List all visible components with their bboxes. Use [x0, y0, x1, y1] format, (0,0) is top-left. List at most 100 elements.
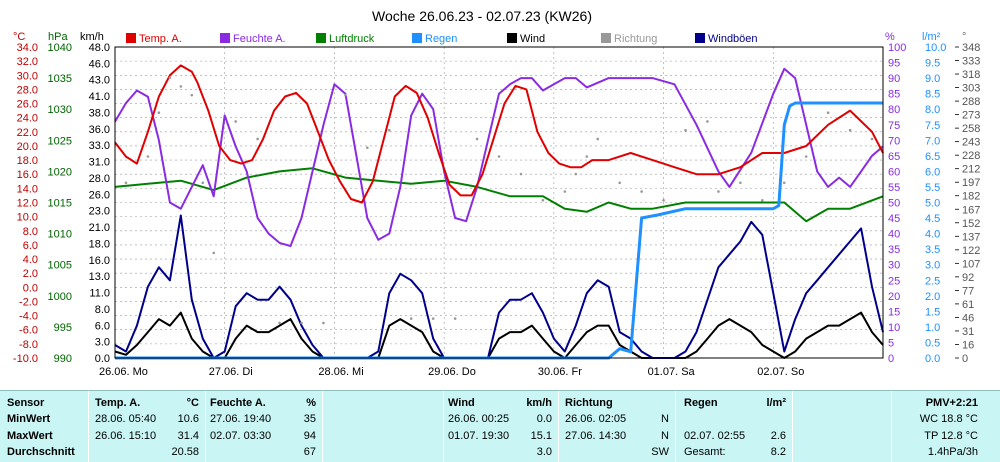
x-axis-label: 01.07. Sa — [648, 366, 696, 378]
rain-unit-label: l/m² — [922, 31, 941, 43]
pressure-tick-label: 1030 — [48, 104, 72, 116]
legend-swatch — [126, 33, 136, 43]
direction-tick-label: 333 — [962, 56, 980, 68]
legend-label: Luftdruck — [329, 33, 375, 45]
wind-tick-label: 8.0 — [95, 304, 110, 316]
direction-point — [585, 155, 589, 158]
rain-total-value: 8.2 — [770, 446, 786, 458]
humidity-unit-label: % — [885, 31, 895, 43]
humidity-tick-label: 5 — [888, 337, 894, 349]
pressure-tick-label: 1000 — [48, 291, 72, 303]
rain-tick-label: 6.0 — [925, 166, 940, 178]
direction-point — [662, 199, 665, 202]
humidity-avg-value: 67 — [303, 446, 316, 458]
pressure-tick-label: 1025 — [48, 135, 72, 147]
pressure-tick-label: 995 — [54, 322, 72, 334]
direction-tick-label: 152 — [962, 218, 980, 230]
rain-tick-label: 5.5 — [925, 182, 940, 194]
humidity-tick-label: 80 — [888, 104, 900, 116]
temp-tick-label: 32.0 — [17, 56, 38, 68]
direction-point — [256, 137, 259, 141]
rain-tick-label: 6.5 — [925, 151, 940, 163]
min-row-label: MinWert — [7, 413, 51, 425]
temp-tick-label: 16.0 — [17, 169, 38, 181]
direction-column: Richtung 26.06. 02:05 N 27.06. 14:30 N S… — [559, 391, 676, 462]
humidity-tick-label: 40 — [888, 229, 900, 241]
direction-unit-label: ° — [962, 31, 966, 43]
pressure-unit-label: hPa — [48, 31, 68, 43]
wind-min-value: 0.0 — [536, 413, 552, 425]
pressure-tick-label: 1015 — [48, 198, 72, 210]
humidity-max-date: 02.07. 03:30 — [210, 430, 272, 442]
rain-tick-label: 7.0 — [925, 135, 940, 147]
legend-label: Feuchte A. — [233, 33, 286, 45]
windb-en-line — [114, 214, 884, 359]
humidity-tick-label: 55 — [888, 182, 900, 194]
direction-tick-label: 92 — [962, 272, 974, 284]
rain-tick-label: 4.0 — [925, 229, 940, 241]
empty-column-2 — [793, 391, 892, 462]
rain-tick-label: 3.5 — [925, 244, 940, 256]
legend-swatch — [412, 33, 422, 43]
series-group — [114, 64, 884, 360]
temp-tick-label: 10.0 — [17, 212, 38, 224]
temp-tick-label: -10.0 — [13, 353, 38, 365]
wind-tick-label: 26.0 — [89, 189, 110, 201]
rain-tick-label: 10.0 — [925, 42, 946, 54]
temp-tick-label: -8.0 — [19, 339, 38, 351]
temp-max-value: 31.4 — [177, 430, 199, 442]
temp-tick-label: 34.0 — [17, 42, 38, 54]
direction-point — [574, 172, 578, 176]
temp-tick-label: 30.0 — [17, 70, 38, 82]
sensor-column: Sensor MinWert MaxWert Durchschnitt — [0, 391, 89, 462]
comfort-column: PMV+2:21 WC 18.8 °C TP 12.8 °C 1.4hPa/3h — [892, 391, 1000, 462]
temp-tick-label: -6.0 — [19, 325, 38, 337]
direction-header: Richtung — [565, 397, 613, 409]
wind-chill-value: WC 18.8 °C — [919, 413, 978, 425]
pressure-tick-label: 1010 — [48, 229, 72, 241]
temp-tick-label: 2.0 — [23, 268, 38, 280]
direction-point — [190, 93, 194, 97]
direction-tick-label: 61 — [962, 299, 974, 311]
direction-point — [387, 128, 391, 132]
pressure-tick-label: 1035 — [48, 73, 72, 85]
wind-tick-label: 46.0 — [89, 58, 110, 70]
rain-tick-label: 4.5 — [925, 213, 940, 225]
direction-tick-label: 303 — [962, 83, 980, 95]
rain-max-date: 02.07. 02:55 — [684, 430, 746, 442]
direction-point — [124, 181, 128, 185]
direction-tick-label: 288 — [962, 96, 980, 108]
direction-tick-label: 167 — [962, 204, 980, 216]
direction-point — [684, 128, 687, 132]
direction-tick-label: 273 — [962, 110, 980, 122]
pressure-trend-value: 1.4hPa/3h — [927, 446, 978, 458]
direction-point — [179, 85, 183, 88]
temp-max-date: 26.06. 15:10 — [95, 430, 157, 442]
wind-tick-label: 3.0 — [95, 337, 110, 349]
wind-tick-label: 43.0 — [89, 75, 110, 87]
legend-label: Wind — [520, 33, 545, 45]
dew-point-value: TP 12.8 °C — [924, 430, 978, 442]
temp-tick-label: 28.0 — [17, 84, 38, 96]
direction-point — [366, 146, 369, 150]
temp-header: Temp. A. — [95, 397, 141, 409]
pressure-tick-label: 1040 — [48, 42, 72, 54]
rain-tick-label: 8.0 — [925, 104, 940, 116]
temp-tick-label: 12.0 — [17, 198, 38, 210]
x-axis-labels: 26.06. Mo 27.06. Di 28.06. Mi 29.06. Do 30.0… — [99, 366, 804, 378]
direction-point — [409, 317, 413, 320]
direction-tick-label: 258 — [962, 123, 980, 135]
rain-tick-label: 0.5 — [925, 337, 940, 349]
temp-tick-label: 14.0 — [17, 183, 38, 195]
humidity-tick-label: 90 — [888, 73, 900, 85]
direction-point — [826, 111, 830, 115]
direction-tick-label: 212 — [962, 164, 980, 176]
direction-point — [717, 190, 720, 193]
direction-point — [618, 181, 621, 185]
rain-tick-label: 2.5 — [925, 275, 940, 287]
direction-point — [761, 199, 764, 202]
direction-tick-label: 348 — [962, 42, 980, 54]
legend-swatch — [316, 33, 326, 43]
weather-chart: Woche 26.06.23 - 02.07.23 (KW26) Temp. A… — [13, 8, 980, 378]
humidity-tick-label: 50 — [888, 198, 900, 210]
